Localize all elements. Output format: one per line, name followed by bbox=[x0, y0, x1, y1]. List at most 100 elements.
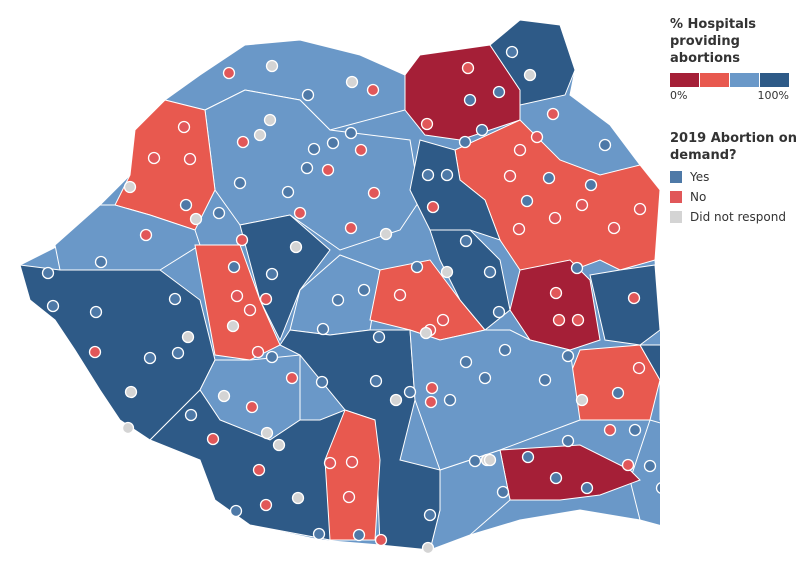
region bbox=[194, 244, 281, 361]
hospital-dot bbox=[575, 393, 589, 407]
hospital-dot bbox=[607, 221, 621, 235]
hospital-dot bbox=[424, 395, 438, 409]
hospital-dot bbox=[259, 498, 273, 512]
hospital-dot bbox=[226, 319, 240, 333]
legend-swatch bbox=[670, 171, 682, 183]
hospital-dot bbox=[41, 266, 55, 280]
hospital-dot bbox=[483, 265, 497, 279]
hospital-dot bbox=[245, 400, 259, 414]
hospital-dot bbox=[628, 423, 642, 437]
hospital-dot bbox=[315, 375, 329, 389]
hospital-dot bbox=[251, 345, 265, 359]
hospital-dot bbox=[301, 88, 315, 102]
hospital-dot bbox=[253, 128, 267, 142]
hospital-dot bbox=[281, 185, 295, 199]
hospital-dot bbox=[260, 426, 274, 440]
hospital-dot bbox=[538, 373, 552, 387]
hospital-dot bbox=[265, 267, 279, 281]
hospital-dot bbox=[425, 381, 439, 395]
hospital-dot bbox=[171, 346, 185, 360]
map bbox=[19, 19, 660, 555]
hospital-dot bbox=[513, 143, 527, 157]
hospital-dot bbox=[344, 221, 358, 235]
hospital-dot bbox=[633, 202, 647, 216]
hospital-dot bbox=[321, 163, 335, 177]
hospital-dot bbox=[229, 504, 243, 518]
hospital-dot bbox=[235, 233, 249, 247]
scale-legend: % Hospitals providing abortions 0% 100% bbox=[670, 16, 795, 102]
hospital-dot bbox=[580, 481, 594, 495]
hospital-dot bbox=[655, 482, 660, 494]
scale-swatch bbox=[760, 73, 789, 87]
hospital-dot bbox=[512, 222, 526, 236]
legend-item: Yes bbox=[670, 170, 800, 184]
hospital-dot bbox=[259, 292, 273, 306]
hospital-dot bbox=[230, 289, 244, 303]
hospital-dot bbox=[575, 198, 589, 212]
scale-max: 100% bbox=[757, 89, 789, 102]
hospital-dot bbox=[212, 206, 226, 220]
hospital-dot bbox=[372, 330, 386, 344]
hospital-dot bbox=[403, 385, 417, 399]
hospital-dot bbox=[168, 292, 182, 306]
hospital-dot bbox=[293, 206, 307, 220]
hospital-dot bbox=[252, 463, 266, 477]
hospital-dot bbox=[143, 351, 157, 365]
hospital-dot bbox=[265, 350, 279, 364]
hospital-dot bbox=[265, 59, 279, 73]
hospital-dot bbox=[549, 471, 563, 485]
hospital-dot bbox=[369, 374, 383, 388]
hospital-dot bbox=[177, 120, 191, 134]
region bbox=[489, 19, 576, 106]
hospital-dot bbox=[498, 343, 512, 357]
hospital-dot bbox=[342, 490, 356, 504]
hospital-dot bbox=[233, 176, 247, 190]
hospital-dot bbox=[552, 313, 566, 327]
hospital-dot bbox=[243, 303, 257, 317]
legend-swatch bbox=[670, 211, 682, 223]
hospital-dot bbox=[549, 286, 563, 300]
hospital-dot bbox=[389, 393, 403, 407]
region bbox=[429, 229, 511, 331]
scale-labels: 0% 100% bbox=[670, 89, 789, 102]
hospital-dot bbox=[521, 450, 535, 464]
hospital-dot bbox=[423, 508, 437, 522]
hospital-dot bbox=[291, 491, 305, 505]
hospital-dot bbox=[217, 389, 231, 403]
scale-min: 0% bbox=[670, 89, 688, 102]
hospital-dot bbox=[366, 83, 380, 97]
hospital-dot bbox=[426, 200, 440, 214]
hospital-dot bbox=[492, 85, 506, 99]
hospital-dot bbox=[468, 454, 482, 468]
hospital-dot bbox=[344, 126, 358, 140]
hospital-dot bbox=[570, 261, 584, 275]
hospital-dot bbox=[611, 386, 625, 400]
hospital-dot bbox=[461, 61, 475, 75]
hospital-dot bbox=[352, 528, 366, 542]
legend-title: 2019 Abortion on demand? bbox=[670, 131, 797, 163]
legend-label: No bbox=[690, 190, 707, 204]
hospital-dot bbox=[627, 291, 641, 305]
hospital-dot bbox=[440, 168, 454, 182]
hospital-dot bbox=[393, 288, 407, 302]
hospital-dot bbox=[440, 265, 454, 279]
region bbox=[499, 444, 641, 501]
hospital-dot bbox=[222, 66, 236, 80]
hospital-dot bbox=[289, 240, 303, 254]
hospital-dot bbox=[181, 330, 195, 344]
hospital-dot bbox=[236, 135, 250, 149]
hospital-dot bbox=[272, 438, 286, 452]
hospital-dot bbox=[561, 349, 575, 363]
hospital-dot bbox=[632, 361, 646, 375]
hospital-dot bbox=[458, 135, 472, 149]
hospital-dot bbox=[603, 423, 617, 437]
hospital-dot bbox=[312, 527, 326, 541]
hospital-dot bbox=[345, 75, 359, 89]
hospital-dot bbox=[183, 152, 197, 166]
hospital-dot bbox=[227, 260, 241, 274]
hospital-dot bbox=[367, 186, 381, 200]
region bbox=[409, 139, 501, 241]
hospital-dot bbox=[189, 212, 203, 226]
hospital-dot bbox=[463, 93, 477, 107]
region bbox=[279, 329, 441, 551]
